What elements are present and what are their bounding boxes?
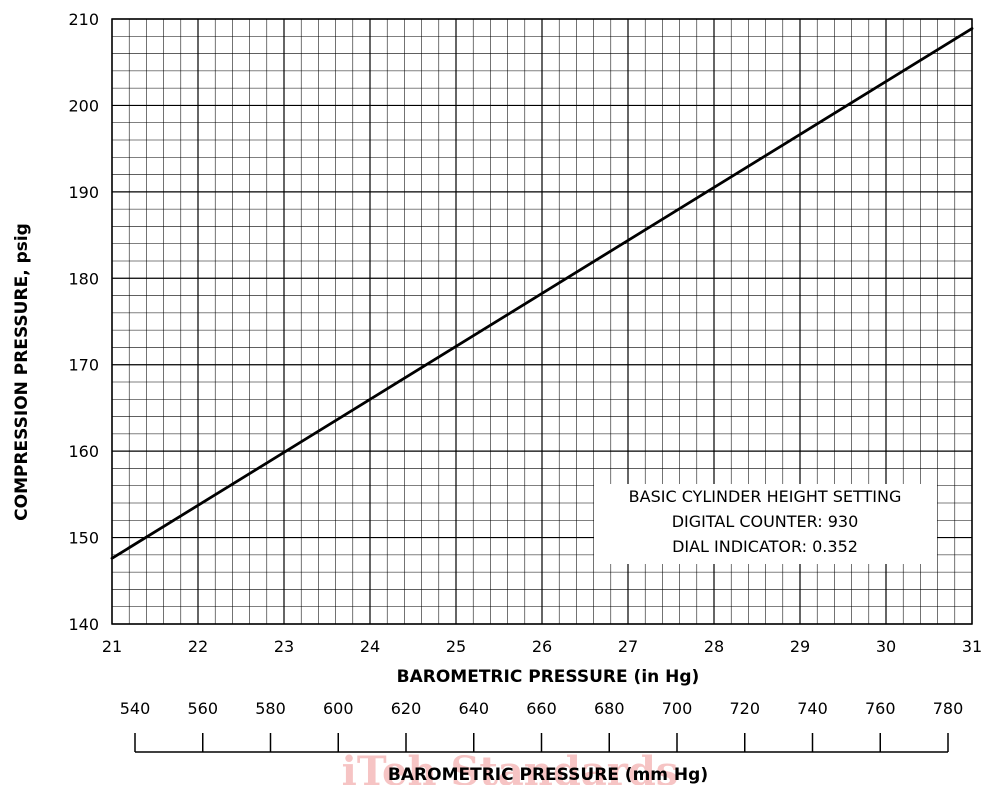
x-tick-label: 24 [360,637,380,656]
x-tick-label: 28 [704,637,724,656]
y-tick-label: 190 [68,183,99,202]
secondary-x-tick-label: 740 [797,699,828,718]
x-tick-label: 29 [790,637,810,656]
y-tick-label: 200 [68,96,99,115]
x-tick-label: 23 [274,637,294,656]
secondary-x-tick-label: 620 [391,699,422,718]
secondary-x-tick-label: 540 [120,699,151,718]
y-tick-label: 150 [68,529,99,548]
secondary-x-tick-label: 640 [458,699,489,718]
series-layer [110,27,974,560]
y-axis-title: COMPRESSION PRESSURE, psig [12,223,32,521]
annotation-box: BASIC CYLINDER HEIGHT SETTING DIGITAL CO… [594,484,937,564]
secondary-x-axis: 540 560 580 600 620 640 660 680 700 720 740 760 780 [120,699,964,753]
secondary-x-tick-label: 680 [594,699,625,718]
secondary-x-tick-label: 700 [662,699,693,718]
x-tick-label: 22 [188,637,208,656]
y-tick-label: 160 [68,442,99,461]
y-tick-label: 180 [68,269,99,288]
y-tick-label: 210 [68,10,99,29]
annotation-line-3: DIAL INDICATOR: 0.352 [672,537,858,556]
secondary-x-tick-label: 580 [255,699,286,718]
secondary-x-axis-title: BAROMETRIC PRESSURE (mm Hg) [388,765,708,785]
x-axis-title: BAROMETRIC PRESSURE (in Hg) [397,667,700,687]
x-tick-labels: 21 22 23 24 25 26 27 28 29 30 31 [102,637,982,656]
plot-frame [111,18,973,625]
annotation-line-1: BASIC CYLINDER HEIGHT SETTING [629,487,902,506]
secondary-x-tick-label: 780 [933,699,964,718]
y-tick-label: 140 [68,615,99,634]
x-tick-label: 21 [102,637,122,656]
x-tick-label: 30 [876,637,896,656]
x-tick-label: 27 [618,637,638,656]
secondary-x-tick-label: 560 [187,699,218,718]
annotation-line-2: DIGITAL COUNTER: 930 [672,512,859,531]
annotation-background [594,484,937,564]
x-tick-label: 25 [446,637,466,656]
secondary-x-tick-label: 660 [526,699,557,718]
x-tick-label: 26 [532,637,552,656]
series-line-1 [110,27,974,560]
y-tick-labels: 140 150 160 170 180 190 200 210 [68,10,99,634]
secondary-x-tick-label: 720 [729,699,760,718]
y-tick-label: 170 [68,356,99,375]
secondary-x-tick-label: 600 [323,699,354,718]
secondary-x-tick-label: 760 [865,699,896,718]
x-tick-label: 31 [962,637,982,656]
watermark-text: iTeh Standards [342,748,679,785]
